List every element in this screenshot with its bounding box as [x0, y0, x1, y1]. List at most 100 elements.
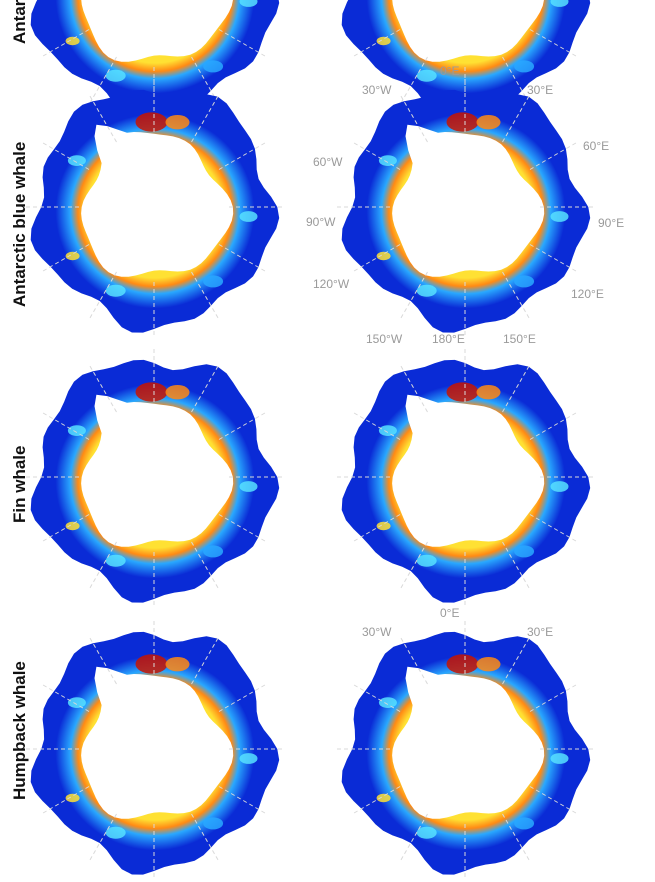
graticule-line [502, 56, 530, 104]
density-hotspot [65, 521, 80, 531]
density-hotspot [65, 36, 80, 46]
graticule-line [502, 271, 530, 319]
density-hotspot [203, 817, 224, 830]
graticule-line [400, 541, 428, 589]
density-hotspot [376, 36, 391, 46]
map-fin-left [22, 345, 287, 610]
graticule-line [529, 29, 577, 57]
graticule-line [191, 271, 219, 319]
graticule-line [218, 412, 266, 440]
continent-area [81, 394, 234, 547]
density-hotspot [446, 654, 479, 674]
graticule-line [89, 541, 117, 589]
graticule-line [400, 56, 428, 104]
lon-label-30w-bottom: 30°W [362, 625, 392, 639]
density-hotspot [416, 69, 437, 82]
density-hotspot [239, 0, 258, 7]
density-hotspot [203, 545, 224, 558]
graticule-line [191, 365, 219, 413]
graticule-line [218, 142, 266, 170]
lon-label-90e: 90°E [598, 216, 625, 230]
density-hotspot [550, 481, 569, 492]
lon-label-30e: 30°E [527, 83, 554, 97]
density-hotspot [67, 697, 86, 708]
graticule-line [400, 271, 428, 319]
lon-label-0e-bottom: 0°E [440, 606, 460, 620]
density-hotspot [550, 211, 569, 222]
graticule-line [42, 412, 90, 440]
density-hotspot [239, 753, 258, 764]
lon-label-0e: 0°E [440, 64, 460, 78]
graticule-line [353, 412, 401, 440]
continent-area [392, 0, 544, 62]
graticule-line [502, 95, 530, 143]
density-hotspot [203, 275, 224, 288]
density-hotspot [416, 554, 437, 567]
graticule-line [400, 365, 428, 413]
density-hotspot [376, 793, 391, 803]
density-hotspot [476, 657, 501, 672]
lon-label-60w: 60°W [313, 155, 343, 169]
density-hotspot [514, 817, 535, 830]
density-hotspot [239, 481, 258, 492]
density-hotspot [65, 251, 80, 261]
lon-label-30e-bottom: 30°E [527, 625, 554, 639]
graticule-line [353, 244, 401, 272]
graticule-line [218, 244, 266, 272]
graticule-line [191, 95, 219, 143]
density-hotspot [165, 657, 190, 672]
continent-area [81, 124, 234, 277]
lon-label-120e: 120°E [571, 287, 604, 301]
graticule-line [529, 514, 577, 542]
graticule-line [353, 29, 401, 57]
density-hotspot [135, 112, 168, 132]
density-hotspot [514, 545, 535, 558]
density-hotspot [550, 0, 569, 7]
graticule-line [502, 365, 530, 413]
density-hotspot [378, 697, 397, 708]
density-hotspot [376, 251, 391, 261]
density-hotspot [514, 60, 535, 73]
graticule-line [42, 142, 90, 170]
density-hotspot [65, 793, 80, 803]
map-minke-right [333, 0, 598, 125]
lon-label-180e: 180°E [432, 332, 465, 346]
lon-label-30w: 30°W [362, 83, 392, 97]
density-hotspot [446, 112, 479, 132]
density-hotspot [135, 654, 168, 674]
lon-label-120w: 120°W [313, 277, 350, 291]
graticule-line [191, 541, 219, 589]
lon-label-90w: 90°W [306, 215, 336, 229]
continent-area [392, 124, 545, 277]
continent-area [392, 394, 545, 547]
density-hotspot [67, 155, 86, 166]
graticule-line [42, 29, 90, 57]
map-humpback-left [22, 617, 287, 882]
density-hotspot [550, 753, 569, 764]
density-hotspot [165, 115, 190, 130]
graticule-line [89, 365, 117, 413]
map-blue-left [22, 75, 287, 340]
graticule-line [529, 142, 577, 170]
density-hotspot [105, 69, 126, 82]
graticule-line [529, 244, 577, 272]
graticule-line [89, 271, 117, 319]
graticule-line [353, 514, 401, 542]
map-blue-right [333, 75, 598, 340]
density-hotspot [378, 425, 397, 436]
graticule-line [400, 95, 428, 143]
density-hotspot [239, 211, 258, 222]
lon-label-60e: 60°E [583, 139, 610, 153]
lon-label-150e: 150°E [503, 332, 536, 346]
density-hotspot [165, 385, 190, 400]
graticule-line [89, 56, 117, 104]
density-hotspot [416, 284, 437, 297]
graticule-line [502, 541, 530, 589]
density-hotspot [476, 115, 501, 130]
density-hotspot [514, 275, 535, 288]
graticule-line [218, 29, 266, 57]
graticule-line [42, 514, 90, 542]
density-hotspot [105, 554, 126, 567]
density-hotspot [135, 382, 168, 402]
graticule-line [89, 95, 117, 143]
